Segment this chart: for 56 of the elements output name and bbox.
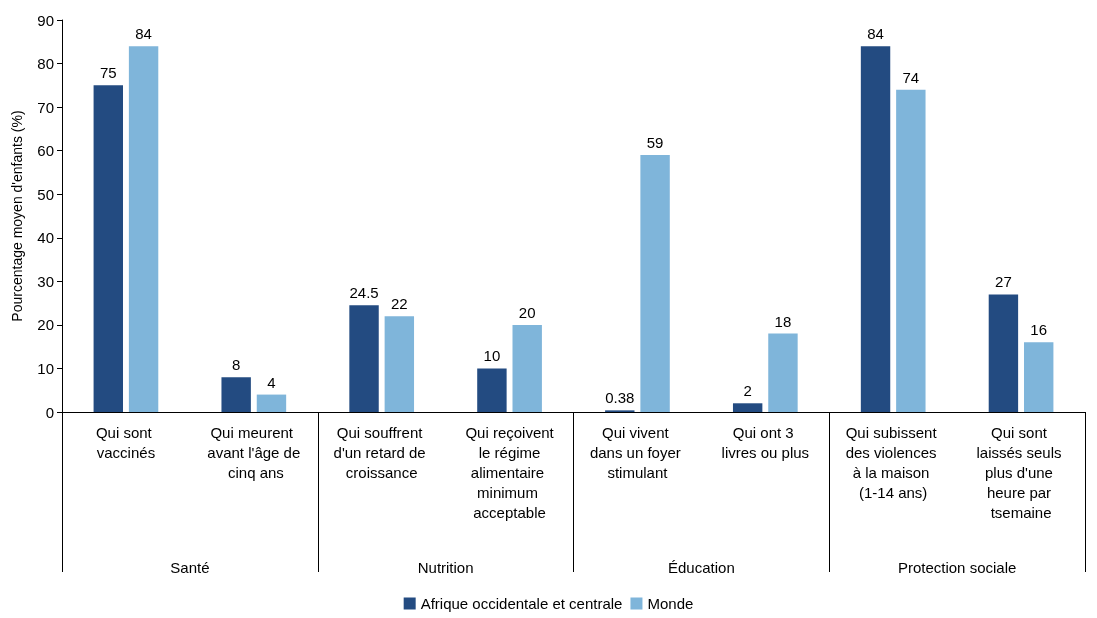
bar xyxy=(640,155,670,412)
data-label: 84 xyxy=(867,25,884,43)
x-tick-label: Qui meurent avant l'âge de cinq ans xyxy=(207,423,301,481)
x-tick-label: Qui reçoivent le régime alimentaire minimum acceptable xyxy=(465,423,555,521)
bar xyxy=(384,316,415,412)
x-tick-label: Qui subissent des violences à la maison (1-14 ans) xyxy=(845,423,941,501)
data-label: 2 xyxy=(743,382,752,400)
text: Éducation xyxy=(668,558,735,576)
x-tick-label: Qui sont vaccinés xyxy=(95,423,156,461)
y-tick-label: 10 xyxy=(37,359,54,377)
text: Santé xyxy=(170,558,210,576)
data-label: 20 xyxy=(518,303,536,321)
y-tick-label: 60 xyxy=(37,142,54,160)
bar xyxy=(860,46,891,412)
y-tick-label: 20 xyxy=(37,316,54,334)
data-label: 0.38 xyxy=(605,389,635,407)
bar xyxy=(256,394,287,412)
x-tick-label: Qui sont laissés seuls plus d'une heure par tsemaine xyxy=(976,423,1066,521)
data-label: 18 xyxy=(774,312,792,330)
data-label: 16 xyxy=(1030,321,1048,339)
data-label: 75 xyxy=(99,64,117,82)
x-tick-label: Qui souffrent d'un retard de croissance xyxy=(333,423,430,481)
y-tick-label: 90 xyxy=(37,11,54,29)
y-tick-label: 80 xyxy=(37,55,54,73)
legend-label: Monde xyxy=(647,595,694,612)
bar xyxy=(768,333,798,412)
bar xyxy=(1024,342,1054,412)
data-label: 8 xyxy=(231,356,241,374)
text: Protection sociale xyxy=(897,558,1017,576)
y-tick-label: 50 xyxy=(37,185,54,203)
bar xyxy=(477,368,507,412)
data-label: 22 xyxy=(390,295,408,313)
data-label: 27 xyxy=(995,273,1012,291)
x-tick-label: Qui vivent dans un foyer stimulant xyxy=(589,423,685,481)
text: Nutrition xyxy=(417,558,474,576)
legend-label: Afrique occidentale et centrale xyxy=(420,595,623,612)
data-label: 4 xyxy=(267,373,276,391)
bar xyxy=(512,324,542,412)
bar xyxy=(732,403,763,412)
bar xyxy=(93,85,123,412)
y-tick-label: 30 xyxy=(37,272,54,290)
data-label: 74 xyxy=(902,68,920,86)
bar xyxy=(988,294,1019,412)
data-label: 24.5 xyxy=(349,284,379,302)
data-label: 10 xyxy=(483,347,501,365)
bar xyxy=(349,305,379,412)
bar xyxy=(221,377,251,412)
bar xyxy=(128,46,159,412)
data-label: 59 xyxy=(646,134,664,152)
x-tick-label: Qui ont 3 livres ou plus xyxy=(721,423,810,461)
y-tick-label: 70 xyxy=(37,98,54,116)
y-tick-label: 0 xyxy=(45,403,54,421)
y-axis-title: Pourcentage moyen d'enfants (%) xyxy=(9,110,25,322)
y-tick-label: 40 xyxy=(37,229,54,247)
data-label: 84 xyxy=(135,25,152,43)
bar xyxy=(896,89,926,412)
